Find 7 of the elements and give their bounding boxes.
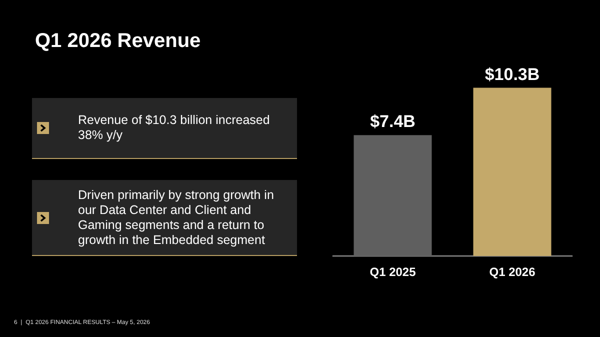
text: Q1 2026 Revenue (35, 30, 201, 52)
data-label: $7.4B (370, 112, 416, 132)
text: Revenue of $10.3 billion increased 38% y/y (78, 113, 271, 143)
x-tick-label: Q1 2026 (489, 265, 536, 279)
x-tick-label: Q1 2025 (370, 265, 416, 279)
text: Driven primarily by strong growth in our Data Center and Client and Gaming segments and a return to growth in the Embedded segment (78, 188, 275, 248)
data-label: $10.3B (484, 64, 540, 84)
